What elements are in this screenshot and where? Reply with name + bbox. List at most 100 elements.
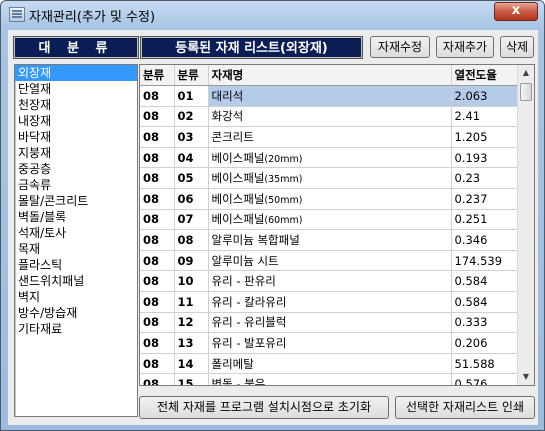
minor-code-cell: 04 [174, 147, 209, 169]
table-row[interactable]: 08 08 알루미늄 복합패널 0.346 [140, 229, 519, 251]
major-code-cell: 08 [140, 106, 175, 128]
conductivity-cell: 0.193 [451, 147, 519, 169]
edit-material-button[interactable]: 자재수정 [370, 36, 430, 58]
add-material-button[interactable]: 자재추가 [436, 36, 494, 58]
conductivity-cell: 1.205 [451, 126, 519, 148]
material-list-header: 등록된 자재 리스트(외장재) [140, 36, 363, 59]
minor-code-cell: 07 [174, 209, 209, 231]
material-name-cell: 유리 - 유리블럭 [208, 312, 452, 334]
minor-code-cell: 05 [174, 167, 209, 190]
table-row[interactable]: 08 07 베이스패널(60mm) 0.251 [140, 209, 519, 231]
material-name-cell: 폴리메탈 [208, 353, 452, 375]
reset-materials-button[interactable]: 전체 자재를 프로그램 설치시점으로 초기화 [139, 396, 389, 419]
category-item[interactable]: 샌드위치패널 [18, 274, 85, 288]
category-item[interactable]: 단열재 [18, 82, 52, 96]
conductivity-cell: 0.237 [451, 188, 519, 210]
minor-code-cell: 14 [174, 353, 209, 375]
minor-code-cell: 10 [174, 270, 209, 293]
scroll-down-arrow-icon[interactable]: ▼ [522, 372, 530, 381]
major-code-cell: 08 [140, 250, 175, 272]
major-code-cell: 08 [140, 209, 175, 231]
material-name-cell: 베이스패널(35mm) [208, 167, 452, 190]
table-row[interactable]: 08 14 폴리메탈 51.588 [140, 353, 519, 375]
conductivity-cell: 2.063 [451, 85, 519, 107]
category-item[interactable]: 중공층 [18, 162, 52, 176]
minor-code-cell: 13 [174, 332, 209, 354]
scroll-up-arrow-icon[interactable]: ▲ [522, 68, 530, 77]
material-name-cell: 유리 - 칼라유리 [208, 291, 452, 313]
major-code-cell: 08 [140, 291, 175, 313]
table-row[interactable]: 08 12 유리 - 유리블럭 0.333 [140, 312, 519, 334]
minor-code-cell: 03 [174, 126, 209, 148]
category-item[interactable]: 내장재 [18, 114, 52, 128]
category-item[interactable]: 방수/방습재 [18, 306, 78, 320]
major-code-cell: 08 [140, 353, 175, 375]
table-row[interactable]: 08 05 베이스패널(35mm) 0.23 [140, 167, 519, 190]
material-name-cell: 베이스패널(20mm) [208, 147, 452, 169]
column-header-material-name[interactable]: 자재명 [208, 65, 452, 87]
title-bar[interactable]: 자재관리(추가 및 수정) x [1, 1, 544, 29]
category-item[interactable]: 벽돌/블록 [18, 210, 67, 224]
category-header: 대 분 류 [13, 36, 139, 59]
major-code-cell: 08 [140, 147, 175, 169]
conductivity-cell: 0.251 [451, 209, 519, 231]
minor-code-cell: 02 [174, 106, 209, 128]
minor-code-cell: 11 [174, 291, 209, 313]
print-list-button[interactable]: 선택한 자재리스트 인쇄 [395, 396, 535, 419]
category-item[interactable]: 몰탈/콘크리트 [18, 194, 89, 208]
conductivity-cell: 0.576 [451, 373, 519, 385]
table-row[interactable]: 08 15 벽돌 - 붉은 0.576 [140, 373, 519, 385]
major-code-cell: 08 [140, 332, 175, 354]
minor-code-cell: 06 [174, 188, 209, 210]
table-row[interactable]: 08 13 유리 - 발포유리 0.206 [140, 332, 519, 354]
material-name-cell: 베이스패널(50mm) [208, 188, 452, 210]
category-item[interactable]: 플라스틱 [18, 258, 63, 272]
conductivity-cell: 0.346 [451, 229, 519, 251]
minor-code-cell: 09 [174, 250, 209, 272]
category-item[interactable]: 외장재 [15, 65, 137, 81]
minor-code-cell: 15 [174, 373, 209, 385]
category-item[interactable]: 석재/토사 [18, 226, 67, 240]
column-header-major-code[interactable]: 분류 [140, 65, 175, 87]
conductivity-cell: 2.41 [451, 106, 519, 128]
minor-code-cell: 08 [174, 229, 209, 251]
conductivity-cell: 0.206 [451, 332, 519, 354]
table-row[interactable]: 08 09 알루미늄 시트 174.539 [140, 250, 519, 272]
column-header-conductivity[interactable]: 열전도율 [451, 65, 519, 87]
category-item[interactable]: 지붕재 [18, 146, 52, 160]
material-table[interactable]: 분류 분류 자재명 열전도율 08 01 대리석 2.063 08 02 화강석 2.41 08… [139, 64, 535, 386]
category-item[interactable]: 천장재 [18, 98, 52, 112]
table-row[interactable]: 08 02 화강석 2.41 [140, 106, 519, 128]
category-item[interactable]: 목재 [18, 242, 41, 256]
conductivity-cell: 174.539 [451, 250, 519, 272]
table-row[interactable]: 08 04 베이스패널(20mm) 0.193 [140, 147, 519, 169]
vertical-scrollbar[interactable]: ▲ ▼ [517, 65, 534, 385]
minor-code-cell: 01 [174, 85, 209, 107]
delete-material-button[interactable]: 삭제 [500, 36, 534, 58]
category-item[interactable]: 벽지 [18, 290, 41, 304]
category-item[interactable]: 바닥재 [18, 130, 52, 144]
table-row[interactable]: 08 10 유리 - 판유리 0.584 [140, 270, 519, 293]
app-icon [9, 7, 25, 22]
close-button[interactable]: x [494, 2, 538, 21]
major-code-cell: 08 [140, 270, 175, 293]
material-name-cell: 알루미늄 복합패널 [208, 229, 452, 251]
major-code-cell: 08 [140, 126, 175, 148]
table-row[interactable]: 08 11 유리 - 칼라유리 0.584 [140, 291, 519, 313]
conductivity-cell: 0.584 [451, 270, 519, 293]
major-code-cell: 08 [140, 85, 175, 107]
scroll-thumb[interactable] [520, 83, 532, 101]
category-item[interactable]: 기타재료 [18, 322, 63, 336]
major-code-cell: 08 [140, 312, 175, 334]
column-header-minor-code[interactable]: 분류 [174, 65, 209, 87]
table-row[interactable]: 08 01 대리석 2.063 [140, 85, 519, 107]
category-item[interactable]: 금속류 [18, 178, 52, 192]
material-name-cell: 벽돌 - 붉은 [208, 373, 452, 385]
table-row[interactable]: 08 03 콘크리트 1.205 [140, 126, 519, 148]
material-name-cell: 알루미늄 시트 [208, 250, 452, 272]
material-name-cell: 베이스패널(60mm) [208, 209, 452, 231]
conductivity-cell: 0.23 [451, 167, 519, 190]
table-row[interactable]: 08 06 베이스패널(50mm) 0.237 [140, 188, 519, 210]
